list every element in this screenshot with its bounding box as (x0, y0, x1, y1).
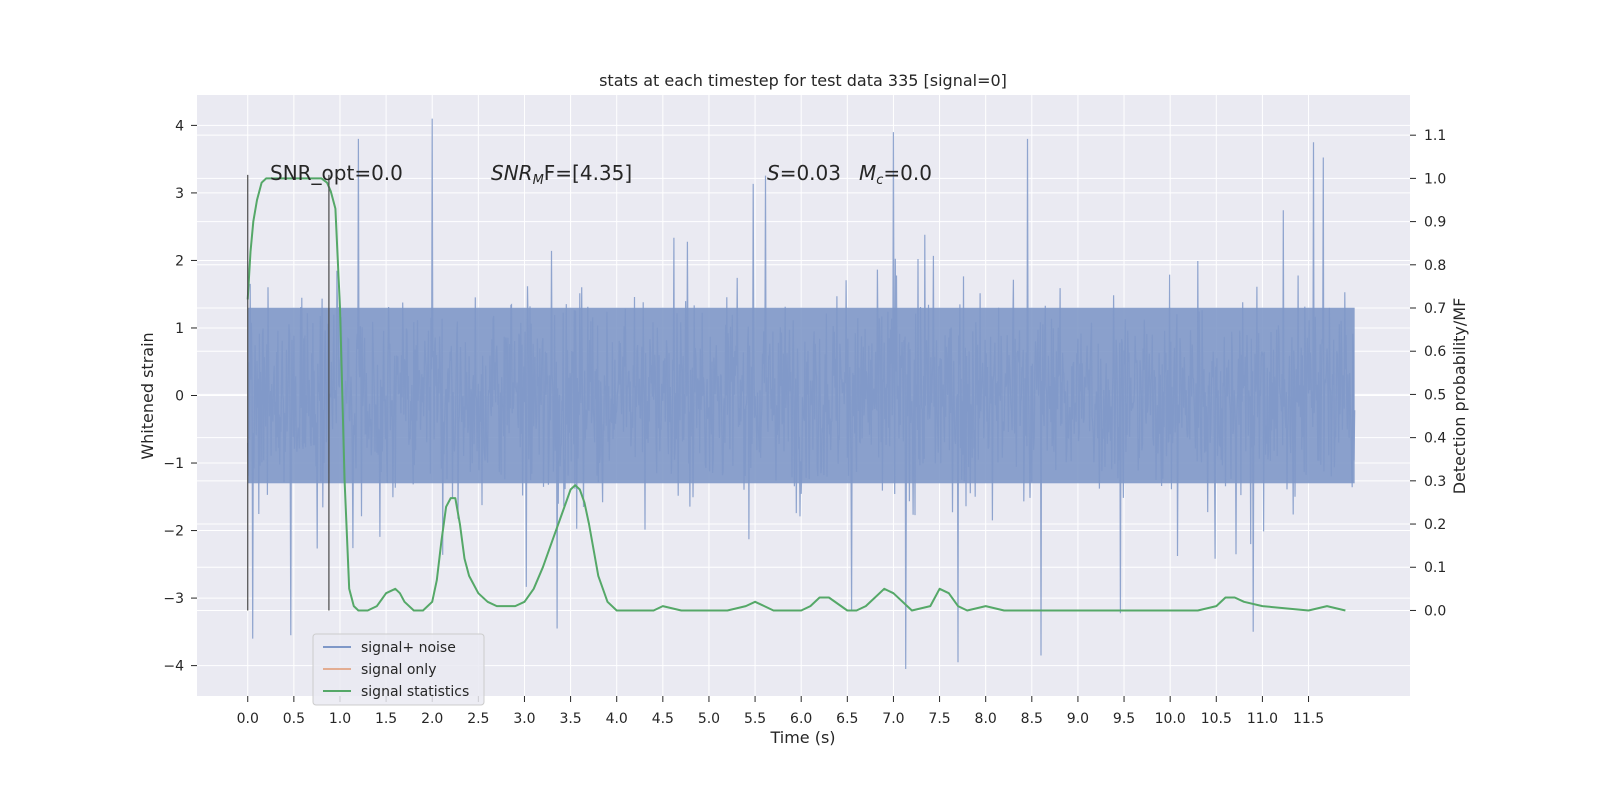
y-tick-label: 4 (175, 118, 184, 134)
mc-annotation: Mc=0.0 (859, 161, 932, 188)
x-tick-label: 8.0 (975, 711, 997, 727)
x-tick-label: 7.5 (928, 711, 950, 727)
chart-title: stats at each timestep for test data 335… (599, 71, 1007, 90)
snr-mf-annotation: SNRMF=[4.35] (491, 161, 632, 188)
x-tick-label: 11.5 (1293, 711, 1324, 727)
x-tick-label: 3.5 (559, 711, 581, 727)
mc-sub: c (876, 173, 883, 188)
y-tick-label-right: 1.1 (1424, 128, 1446, 144)
y-tick-label-right: 0.4 (1424, 431, 1446, 447)
x-tick-label: 9.0 (1067, 711, 1089, 727)
x-tick-label: 1.0 (329, 711, 351, 727)
y-tick-label: −1 (163, 456, 184, 472)
x-tick-label: 3.0 (513, 711, 535, 727)
x-tick-label: 2.5 (467, 711, 489, 727)
mc-value: =0.0 (883, 161, 932, 185)
snr-mf-prefix: SNR (491, 161, 533, 185)
signal-noise-series (247, 118, 1356, 670)
legend: signal+ noise signal only signal statist… (312, 633, 485, 706)
legend-label-signal-only: signal only (361, 662, 436, 678)
signal-noise-line (247, 118, 1356, 670)
y-tick-label: −2 (163, 524, 184, 540)
legend-label-signal-noise: signal+ noise (361, 640, 456, 656)
y-axis-label-left: Whitened strain (138, 332, 157, 459)
y-axis-label-right: Detection probability/MF (1450, 298, 1469, 495)
x-tick-label: 11.0 (1247, 711, 1278, 727)
y-tick-label-right: 0.1 (1424, 560, 1446, 576)
y-tick-label-right: 0.7 (1424, 301, 1446, 317)
snr-mf-suffix: F=[4.35] (544, 161, 632, 185)
x-tick-label: 5.5 (744, 711, 766, 727)
snr-mf-sub: M (533, 173, 544, 188)
x-tick-label: 5.0 (698, 711, 720, 727)
x-axis-label: Time (s) (769, 728, 835, 747)
y-tick-label-right: 0.3 (1424, 474, 1446, 490)
mc-label: M (859, 161, 876, 185)
legend-box (312, 633, 485, 706)
x-ticks: 0.0 0.5 1.0 1.5 2.0 2.5 3.0 3.5 4.0 4.5 5.0 5.5 6.0 6… (237, 696, 1324, 727)
y-tick-label-right: 0.2 (1424, 517, 1446, 533)
y-tick-label: −4 (163, 659, 184, 675)
y-tick-label: −3 (163, 591, 184, 607)
y-tick-label: 0 (175, 389, 184, 405)
s-value: =0.03 (780, 161, 841, 185)
x-tick-label: 8.5 (1021, 711, 1043, 727)
x-tick-label: 2.0 (421, 711, 443, 727)
x-tick-label: 6.5 (836, 711, 858, 727)
signal-statistics-line (246, 177, 1346, 612)
x-tick-label: 7.0 (882, 711, 904, 727)
y-tick-label-right: 0.5 (1424, 387, 1446, 403)
y-tick-label: 1 (175, 321, 184, 337)
x-tick-label: 4.5 (652, 711, 674, 727)
legend-label-signal-statistics: signal statistics (361, 684, 469, 700)
y-tick-label-right: 0.6 (1424, 344, 1446, 360)
y-tick-label-right: 0.8 (1424, 258, 1446, 274)
x-tick-label: 0.5 (283, 711, 305, 727)
s-annotation: S=0.03 (767, 161, 841, 185)
x-tick-label: 10.5 (1201, 711, 1232, 727)
y-tick-label: 2 (175, 253, 184, 269)
x-tick-label: 9.5 (1113, 711, 1135, 727)
s-label: S (767, 161, 780, 185)
x-tick-label: 6.0 (790, 711, 812, 727)
signal-statistics-series (246, 177, 1346, 612)
y-ticks-left: 4 3 2 1 0 −1 −2 −3 −4 (163, 118, 197, 675)
vertical-markers (247, 174, 330, 611)
y-tick-label: 3 (175, 186, 184, 202)
y-tick-label-right: 0.9 (1424, 215, 1446, 231)
snr-opt-annotation: SNR_opt=0.0 (270, 161, 403, 185)
x-tick-label: 1.5 (375, 711, 397, 727)
y-tick-label-right: 0.0 (1424, 603, 1446, 619)
y-tick-label-right: 1.0 (1424, 171, 1446, 187)
y-ticks-right: 1.1 1.0 0.9 0.8 0.7 0.6 0.5 0.4 0.3 0.2 0.1 0.0 (1410, 128, 1446, 619)
x-tick-label: 10.0 (1155, 711, 1186, 727)
x-tick-label: 4.0 (606, 711, 628, 727)
x-tick-label: 0.0 (237, 711, 259, 727)
